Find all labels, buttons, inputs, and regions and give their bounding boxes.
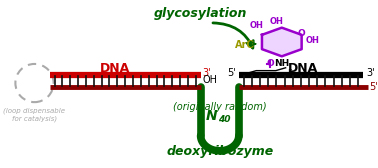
Text: OH: OH bbox=[270, 17, 284, 26]
Text: OH: OH bbox=[203, 75, 218, 85]
Text: deoxyribozyme: deoxyribozyme bbox=[166, 145, 273, 158]
Text: 5: 5 bbox=[287, 69, 292, 78]
Polygon shape bbox=[262, 28, 302, 56]
Text: O: O bbox=[297, 29, 305, 38]
Text: OH: OH bbox=[305, 36, 319, 45]
Text: 5': 5' bbox=[370, 82, 378, 92]
Text: 3': 3' bbox=[366, 69, 375, 78]
Text: (loop dispensable
for catalysis): (loop dispensable for catalysis) bbox=[3, 108, 65, 122]
Text: O: O bbox=[266, 59, 274, 68]
Text: DNA: DNA bbox=[99, 62, 130, 75]
Text: glycosylation: glycosylation bbox=[154, 7, 247, 20]
Text: 40: 40 bbox=[218, 115, 230, 124]
Text: ArO: ArO bbox=[235, 40, 256, 50]
Text: N: N bbox=[205, 110, 217, 123]
Text: (originally random): (originally random) bbox=[173, 102, 266, 112]
Text: 5': 5' bbox=[227, 69, 236, 78]
Text: OH: OH bbox=[250, 21, 264, 30]
Text: 3': 3' bbox=[203, 69, 211, 78]
Text: DNA: DNA bbox=[288, 62, 318, 75]
Text: NH: NH bbox=[274, 59, 290, 68]
